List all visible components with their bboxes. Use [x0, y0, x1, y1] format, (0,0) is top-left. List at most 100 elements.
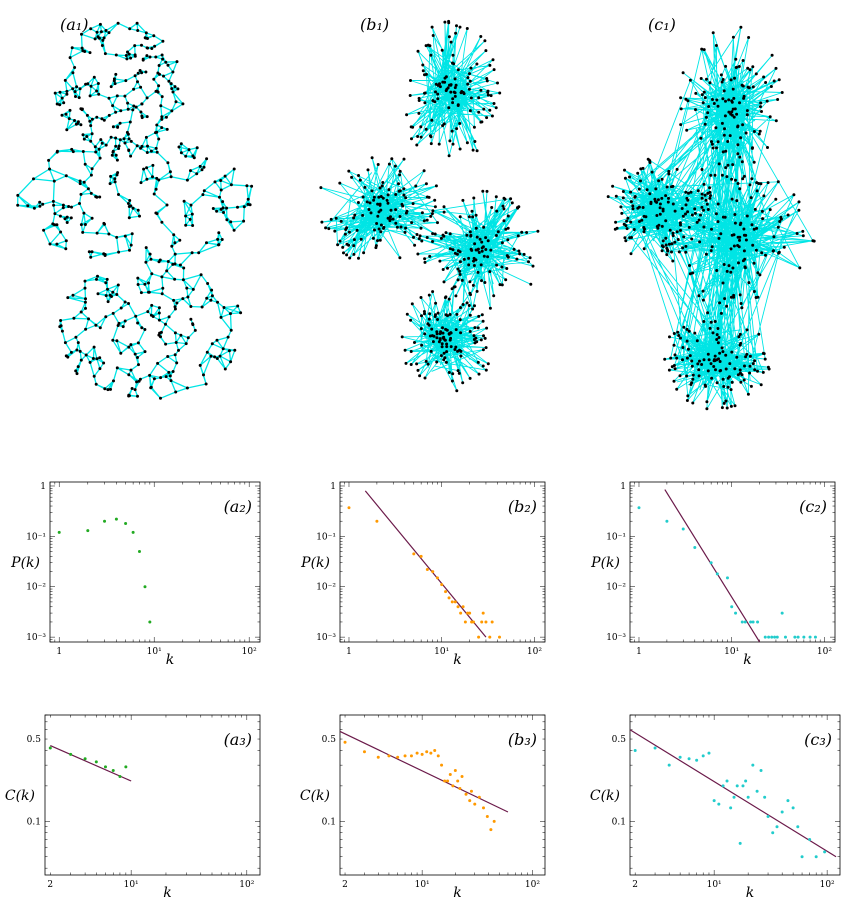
data-point [403, 754, 407, 758]
data-point [808, 838, 812, 842]
data-point [488, 635, 492, 639]
chart-a2: 1 10¹ 10² 1 10⁻¹ 10⁻² 10⁻³ k P(k) (a₂) [10, 481, 261, 668]
data-point [808, 635, 812, 639]
data-point [492, 819, 496, 823]
y-tick-label: 0.1 [322, 817, 336, 827]
y-tick-label: 10⁻² [316, 583, 336, 593]
data-point [667, 763, 671, 767]
data-point [490, 620, 494, 624]
data-point [387, 754, 391, 758]
data-point [751, 620, 755, 624]
data-point [459, 611, 463, 615]
x-tick-label: 2 [342, 880, 348, 890]
x-axis-label: k [163, 885, 171, 901]
y-tick-label: 0.5 [612, 735, 627, 745]
data-point [468, 799, 472, 803]
data-point [429, 751, 433, 755]
panel-label: (a₃) [224, 730, 252, 749]
y-tick-label: 10⁻³ [316, 633, 336, 643]
data-point [715, 572, 719, 576]
x-axis-label: k [453, 652, 461, 668]
x-tick-label: 10² [239, 880, 254, 890]
data-point [633, 748, 637, 752]
data-point [823, 850, 827, 854]
data-point [665, 519, 669, 523]
data-point [453, 769, 457, 773]
data-point [744, 779, 748, 783]
data-point [448, 772, 452, 776]
data-point [743, 620, 747, 624]
data-point [456, 779, 460, 783]
y-axis-label: C(k) [5, 788, 35, 804]
data-point [717, 802, 721, 806]
data-point [775, 825, 779, 829]
y-tick-label: 1 [40, 482, 46, 492]
panel-label: (a₂) [224, 497, 252, 516]
data-point [118, 775, 122, 779]
data-point [780, 810, 784, 814]
chart-panels: 1 10¹ 10² 1 10⁻¹ 10⁻² 10⁻³ k P(k) (a₂) 1 10¹ 10² 1 10⁻… [5, 481, 841, 901]
minor-ticks [629, 482, 835, 643]
chart-b3: 2 10¹ 10² 0.5 0.1 k C(k) (b₃) [300, 714, 546, 901]
data-point [420, 752, 424, 756]
y-tick-label: 0.5 [322, 735, 337, 745]
data-point [431, 570, 435, 574]
data-point [637, 506, 641, 510]
data-point [433, 748, 437, 752]
x-tick-label: 10² [817, 647, 832, 657]
network-edges [320, 21, 539, 391]
minor-ticks [49, 482, 260, 643]
data-point [466, 611, 470, 615]
x-axis-label: k [746, 885, 754, 901]
data-point [695, 758, 699, 762]
data-point [347, 506, 351, 510]
data-point [57, 530, 61, 534]
data-point [477, 635, 481, 639]
data-point [450, 600, 454, 604]
y-axis-label: P(k) [10, 555, 40, 571]
data-point [802, 635, 806, 639]
data-point [446, 779, 450, 783]
plot-frame [629, 481, 836, 643]
panel-label: (c₃) [804, 730, 832, 749]
y-axis-label: C(k) [590, 788, 620, 804]
data-point [759, 769, 763, 773]
data-point [693, 546, 697, 550]
data-point [124, 522, 128, 526]
y-tick-label: 0.1 [27, 817, 41, 827]
data-point [735, 784, 739, 788]
network-label: (c₁) [648, 15, 676, 34]
chart-a3: 2 10¹ 10² 0.5 0.1 k C(k) (a₃) [5, 714, 261, 901]
data-point [440, 763, 444, 767]
fit-line [664, 489, 761, 643]
x-tick-label: 2 [632, 880, 638, 890]
data-point [712, 799, 716, 803]
chart-b2: 1 10¹ 10² 1 10⁻¹ 10⁻² 10⁻³ k P(k) (b₂) [300, 481, 546, 668]
data-point [461, 605, 465, 609]
x-tick-label: 10² [525, 880, 540, 890]
data-point [94, 760, 98, 764]
data-point [796, 635, 800, 639]
y-tick-label: 1 [620, 482, 626, 492]
y-tick-label: 0.1 [612, 817, 626, 827]
network-panels: (a₁) (b₁) (c₁) [16, 15, 816, 411]
data-point [425, 567, 429, 571]
y-tick-label: 10⁻² [606, 583, 626, 593]
data-point [481, 611, 485, 615]
data-point [48, 746, 52, 750]
data-point [460, 775, 464, 779]
data-point [83, 757, 87, 761]
data-point [780, 611, 784, 615]
data-point [447, 596, 451, 600]
data-point [440, 583, 444, 587]
chart-c3: 2 10¹ 10² 0.5 0.1 k C(k) (c₃) [590, 714, 841, 901]
y-tick-label: 10⁻³ [26, 633, 46, 643]
fit-line [364, 490, 487, 638]
data-point [681, 527, 685, 531]
data-point [756, 620, 760, 624]
x-tick-label: 1 [636, 647, 642, 657]
data-point [415, 751, 419, 755]
data-point [813, 635, 817, 639]
data-point [409, 754, 413, 758]
